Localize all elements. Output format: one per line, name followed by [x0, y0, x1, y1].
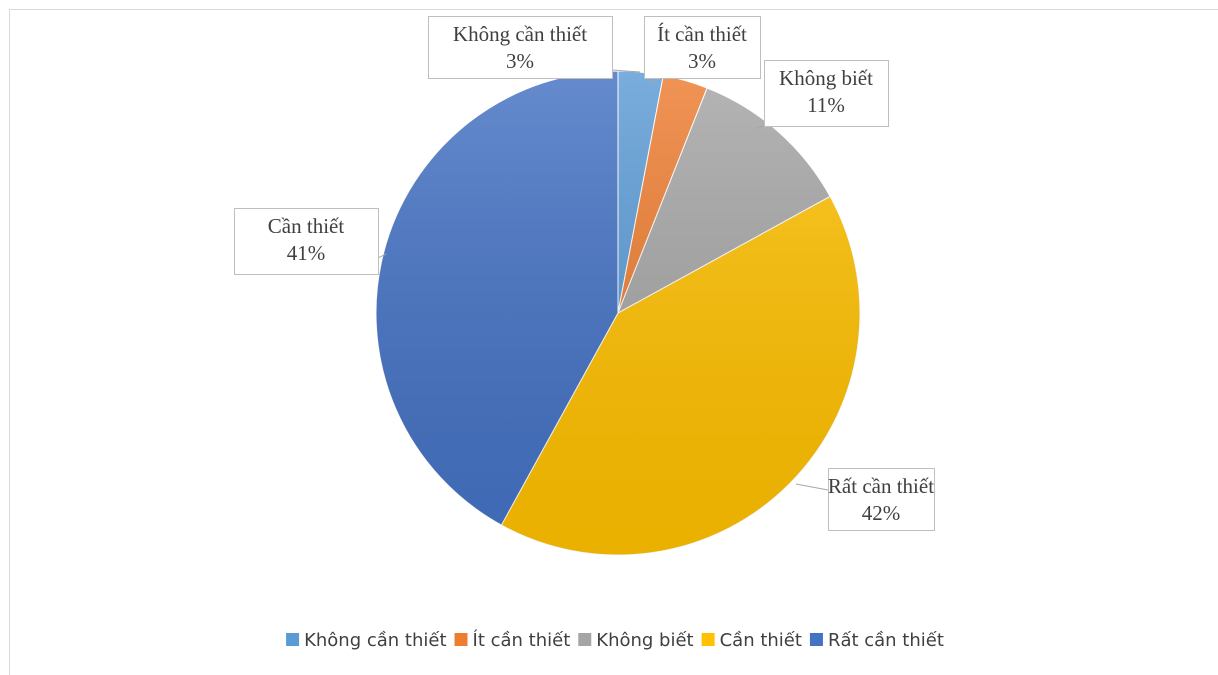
- data-label-name: Không cần thiết: [453, 22, 587, 46]
- label-box: [234, 208, 379, 275]
- leader-line: [611, 69, 641, 73]
- label-box: [828, 468, 935, 531]
- legend-item: Rất cần thiết: [809, 630, 944, 651]
- legend-label: Không cần thiết: [304, 630, 446, 651]
- legend-label: Cần thiết: [720, 630, 802, 651]
- data-label-value: 3%: [506, 49, 534, 73]
- data-label-value: 41%: [287, 241, 326, 265]
- legend-swatch: [286, 633, 300, 646]
- data-label-value: 42%: [862, 501, 901, 525]
- label-box: [644, 16, 761, 79]
- leader-line: [377, 253, 387, 259]
- data-label-value: 11%: [807, 93, 845, 117]
- legend-label: Ít cần thiết: [473, 629, 571, 651]
- legend-item: Cần thiết: [701, 630, 802, 651]
- legend-item: Không biết: [578, 630, 694, 651]
- label-box: [428, 16, 613, 79]
- data-label-name: Không biết: [779, 66, 873, 90]
- leader-line: [755, 125, 765, 129]
- legend-label: Không biết: [596, 630, 693, 651]
- legend-swatch: [809, 633, 823, 646]
- label-box: [764, 60, 889, 127]
- legend-swatch: [701, 633, 715, 646]
- data-label-name: Cần thiết: [268, 214, 345, 238]
- data-label-name: Ít cần thiết: [657, 22, 747, 46]
- data-label-value: 3%: [688, 49, 716, 73]
- legend-swatch: [454, 633, 468, 646]
- leader-line: [795, 483, 829, 491]
- legend-swatch: [578, 633, 592, 646]
- legend-label: Rất cần thiết: [828, 630, 944, 651]
- legend-item: Ít cần thiết: [454, 629, 571, 651]
- data-label-name: Rất cần thiết: [828, 474, 934, 498]
- legend-item: Không cần thiết: [286, 630, 447, 651]
